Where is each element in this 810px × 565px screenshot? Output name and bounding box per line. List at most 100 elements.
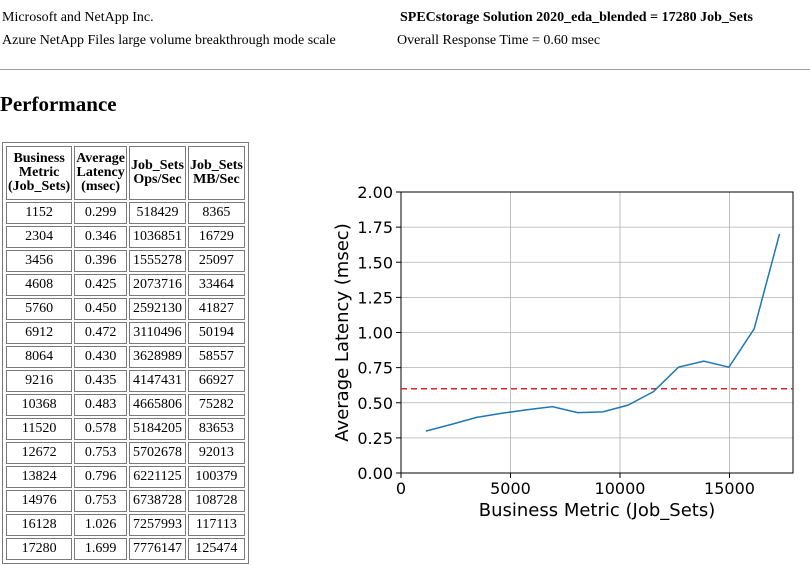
table-cell: 5760: [6, 298, 73, 320]
data-point: [627, 404, 629, 406]
section-title: Performance: [0, 92, 117, 116]
table-cell: 6738728: [128, 490, 186, 512]
table-cell: 0.435: [74, 370, 127, 392]
y-tick-label: 1.00: [357, 324, 393, 343]
table-row: 4608 0.425 2073716 33464: [6, 274, 245, 296]
table-cell: 0.450: [74, 298, 127, 320]
table-cell: 2304: [6, 226, 73, 248]
y-axis-label: Average Latency (msec): [332, 223, 353, 441]
table-cell: 8365: [187, 202, 245, 224]
data-point: [602, 411, 604, 413]
table-row: 16128 1.026 7257993 117113: [6, 514, 245, 536]
table-cell: 518429: [128, 202, 186, 224]
table-row: 6912 0.472 3110496 50194: [6, 322, 245, 344]
table-cell: 0.796: [74, 466, 127, 488]
table-cell: 125474: [187, 538, 245, 560]
y-tick-label: 1.75: [357, 218, 393, 237]
table-cell: 3456: [6, 250, 73, 272]
table-cell: 8064: [6, 346, 73, 368]
table-cell: 100379: [187, 466, 245, 488]
x-axis-label: Business Metric (Job_Sets): [479, 500, 716, 520]
table-cell: 1555278: [128, 250, 186, 272]
table-cell: 1152: [6, 202, 73, 224]
table-cell: 25097: [187, 250, 245, 272]
table-cell: 58557: [187, 346, 245, 368]
data-point: [778, 233, 781, 235]
data-point: [450, 423, 453, 425]
table-body: 1152 0.299 518429 8365 2304 0.346 1036851 16729…: [6, 202, 245, 560]
data-point: [501, 412, 503, 414]
table-cell: 7257993: [128, 514, 186, 536]
table-row: 8064 0.430 3628989 58557: [6, 346, 245, 368]
table-cell: 13824: [6, 466, 73, 488]
table-cell: 33464: [187, 274, 245, 296]
table-cell: 7776147: [128, 538, 186, 560]
column-header-business-metric: Business Metric (Job_Sets): [6, 146, 73, 200]
table-row: 11520 0.578 5184205 83653: [6, 418, 245, 440]
data-point: [652, 391, 654, 393]
y-tick-label: 1.25: [357, 288, 393, 307]
table-cell: 0.578: [74, 418, 127, 440]
table-row: 10368 0.483 4665806 75282: [6, 394, 245, 416]
table-cell: 14976: [6, 490, 73, 512]
table-cell: 0.346: [74, 226, 127, 248]
data-point: [425, 430, 427, 432]
table-cell: 0.483: [74, 394, 127, 416]
table-cell: 75282: [187, 394, 245, 416]
table-row: 1152 0.299 518429 8365: [6, 202, 245, 224]
column-header-line: Latency: [76, 165, 125, 180]
table-cell: 1.699: [74, 538, 127, 560]
table-cell: 0.753: [74, 490, 127, 512]
table-cell: 12672: [6, 442, 73, 464]
data-point: [526, 409, 528, 411]
column-header-ops-per-sec: Job_Sets Ops/Sec: [128, 146, 186, 200]
data-point: [677, 366, 680, 368]
table-cell: 16128: [6, 514, 73, 536]
data-point: [476, 416, 478, 418]
table-row: 17280 1.699 7776147 125474: [6, 538, 245, 560]
x-tick-label: 0: [396, 479, 406, 498]
y-tick-label: 0.75: [357, 359, 393, 378]
y-tick-label: 0.25: [357, 429, 393, 448]
table-cell: 0.396: [74, 250, 127, 272]
table-cell: 11520: [6, 418, 73, 440]
x-tick-label: 5000: [490, 479, 531, 498]
result-summary: SPECstorage Solution 2020_eda_blended = …: [400, 10, 753, 25]
table-row: 13824 0.796 6221125 100379: [6, 466, 245, 488]
data-point: [551, 406, 553, 408]
table-cell: 108728: [187, 490, 245, 512]
column-header-line: Metric: [18, 165, 60, 180]
table-header-row: Business Metric (Job_Sets) Average Latency (m…: [6, 146, 245, 200]
table-row: 9216 0.435 4147431 66927: [6, 370, 245, 392]
table-cell: 117113: [187, 514, 245, 536]
table-row: 5760 0.450 2592130 41827: [6, 298, 245, 320]
table-cell: 0.753: [74, 442, 127, 464]
y-tick-label: 2.00: [357, 183, 393, 202]
table-cell: 0.299: [74, 202, 127, 224]
column-header-line: (msec): [81, 179, 121, 194]
latency-chart: 0 5000 10000 15000 0.00 0.25 0.50 0.75 1.00 1.25 1…: [332, 183, 794, 520]
header-divider: [0, 69, 810, 70]
table-cell: 17280: [6, 538, 73, 560]
table-cell: 4665806: [128, 394, 186, 416]
table-cell: 50194: [187, 322, 245, 344]
table-cell: 41827: [187, 298, 245, 320]
table-cell: 16729: [187, 226, 245, 248]
table-row: 3456 0.396 1555278 25097: [6, 250, 245, 272]
table-cell: 3628989: [128, 346, 186, 368]
table-row: 12672 0.753 5702678 92013: [6, 442, 245, 464]
performance-table: Business Metric (Job_Sets) Average Latency (m…: [2, 142, 249, 564]
data-point: [728, 366, 730, 368]
table-row: 14976 0.753 6738728 108728: [6, 490, 245, 512]
table-cell: 4147431: [128, 370, 186, 392]
table-cell: 10368: [6, 394, 73, 416]
y-tick-label: 0.00: [357, 464, 393, 483]
table-row: 2304 0.346 1036851 16729: [6, 226, 245, 248]
table-cell: 66927: [187, 370, 245, 392]
table-cell: 0.472: [74, 322, 127, 344]
column-header-line: Job_Sets: [131, 158, 184, 173]
table-cell: 5702678: [128, 442, 186, 464]
table-cell: 2073716: [128, 274, 186, 296]
table-cell: 1036851: [128, 226, 186, 248]
column-header-line: MB/Sec: [193, 172, 240, 187]
